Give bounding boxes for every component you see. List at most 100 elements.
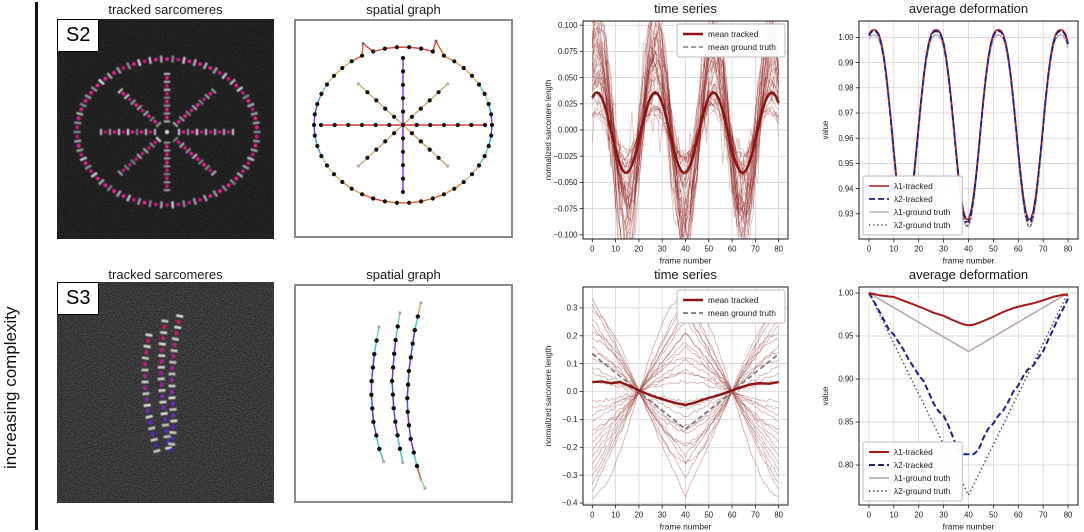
svg-text:−0.4: −0.4 <box>562 499 578 508</box>
svg-text:10: 10 <box>611 511 620 520</box>
svg-text:10: 10 <box>611 245 620 254</box>
s2-tracked-sarcomeres-title: tracked sarcomeres <box>108 2 223 17</box>
axis-ticks: 0 10 20 30 40 50 60 70 80 0.3 0.2 0.1 0.0 −0.1 −0.2 −0.… <box>562 304 784 520</box>
svg-text:10: 10 <box>889 511 898 520</box>
x-axis-label: frame number <box>943 522 995 532</box>
svg-text:0: 0 <box>590 511 595 520</box>
svg-text:30: 30 <box>658 511 667 520</box>
svg-text:50: 50 <box>989 511 998 520</box>
s3-tracked-sarcomeres-image <box>57 282 274 503</box>
series-λ1-ground truth <box>868 292 1069 353</box>
svg-text:20: 20 <box>914 245 923 254</box>
svg-text:50: 50 <box>704 245 713 254</box>
y-axis-label: normalized sarcomere length <box>544 80 553 181</box>
s2-tracked-sarcomeres-image <box>57 19 274 239</box>
plot-area <box>591 291 780 499</box>
x-axis-label: frame number <box>660 256 712 266</box>
s3-tracked-sarcomeres-title: tracked sarcomeres <box>108 267 223 282</box>
legend-label: λ1-tracked <box>894 181 933 191</box>
svg-text:80: 80 <box>1064 245 1073 254</box>
series-λ2-tracked <box>868 30 1069 223</box>
series-λ2-tracked <box>868 292 1069 456</box>
svg-text:50: 50 <box>704 511 713 520</box>
svg-text:30: 30 <box>939 245 948 254</box>
svg-text:0.0: 0.0 <box>567 387 579 396</box>
chain-edges <box>370 302 426 489</box>
svg-text:60: 60 <box>728 511 737 520</box>
graph-nodes <box>311 39 495 205</box>
svg-text:0.000: 0.000 <box>558 126 578 135</box>
sarcomere-chains <box>141 314 184 454</box>
svg-text:0.85: 0.85 <box>838 418 854 427</box>
increasing-complexity-label: increasing complexity <box>1 306 20 469</box>
s2-average-deformation-chart: 0 10 20 30 40 50 60 70 80 1.00 0.99 0.98 0.97 0.96 0.9… <box>821 20 1079 266</box>
svg-text:0.050: 0.050 <box>558 73 578 82</box>
svg-text:70: 70 <box>1039 245 1048 254</box>
s3-spatial-graph <box>294 284 513 503</box>
svg-text:0.95: 0.95 <box>838 159 854 168</box>
svg-text:−0.100: −0.100 <box>553 231 578 240</box>
gridlines <box>859 21 1078 239</box>
s3-average-deformation-chart: 0 10 20 30 40 50 60 70 80 1.00 0.95 0.90 0.85 0.80 fra… <box>821 286 1079 532</box>
svg-text:50: 50 <box>989 245 998 254</box>
legend-label: mean tracked <box>708 295 759 305</box>
svg-text:80: 80 <box>774 245 783 254</box>
svg-text:10: 10 <box>889 245 898 254</box>
svg-text:−0.050: −0.050 <box>553 178 578 187</box>
legend-label: mean ground truth <box>708 42 776 52</box>
svg-text:1.00: 1.00 <box>838 33 854 42</box>
series-mean tracked <box>592 380 779 407</box>
legend-label: λ2-tracked <box>894 460 933 470</box>
svg-text:0.95: 0.95 <box>838 332 854 341</box>
s2-spatial-graph <box>294 19 513 238</box>
svg-text:80: 80 <box>774 511 783 520</box>
svg-text:0.075: 0.075 <box>558 47 578 56</box>
svg-text:20: 20 <box>635 245 644 254</box>
svg-text:20: 20 <box>914 511 923 520</box>
svg-text:0.97: 0.97 <box>838 109 853 118</box>
svg-text:0: 0 <box>867 511 872 520</box>
svg-text:−0.1: −0.1 <box>562 415 577 424</box>
row-s3-badge: S3 <box>57 282 100 315</box>
s2-time-series-chart: 0 10 20 30 40 50 60 70 80 0.100 0.075 0.050 0.025 0.0… <box>544 20 789 266</box>
legend-label: λ2-ground truth <box>894 486 951 496</box>
svg-text:1.00: 1.00 <box>838 289 854 298</box>
y-axis-label: normalized sarcomere length <box>544 346 553 447</box>
x-axis-label: frame number <box>943 256 995 266</box>
sarcomere-pattern <box>73 55 261 209</box>
legend: mean tracked mean ground truth <box>676 23 786 58</box>
row-s2-badge: S2 <box>57 19 100 52</box>
svg-text:0.94: 0.94 <box>838 184 854 193</box>
svg-text:0.2: 0.2 <box>567 331 578 340</box>
svg-text:20: 20 <box>635 511 644 520</box>
svg-text:40: 40 <box>681 511 690 520</box>
svg-text:0.100: 0.100 <box>558 21 578 30</box>
plot-area <box>868 292 1069 496</box>
svg-text:0.90: 0.90 <box>838 375 854 384</box>
svg-text:30: 30 <box>939 511 948 520</box>
legend-label: λ2-tracked <box>894 194 933 204</box>
x-axis-label: frame number <box>660 522 712 532</box>
row-divider-line <box>35 2 38 530</box>
legend: mean tracked mean ground truth <box>676 289 786 324</box>
svg-text:0.99: 0.99 <box>838 58 853 67</box>
svg-text:−0.075: −0.075 <box>553 204 578 213</box>
axis-ticks: 0 10 20 30 40 50 60 70 80 0.100 0.075 0.050 0.025 0.0… <box>553 21 783 254</box>
s3-average-deformation-title: average deformation <box>908 267 1029 282</box>
series-λ1-tracked <box>868 292 1068 327</box>
series-mean tracked <box>591 91 780 174</box>
legend-label: mean tracked <box>708 29 759 39</box>
svg-text:−0.3: −0.3 <box>562 471 577 480</box>
legend-label: λ1-tracked <box>894 447 933 457</box>
svg-text:0.98: 0.98 <box>838 83 853 92</box>
legend-label: λ1-ground truth <box>894 473 951 483</box>
legend-label: λ2-ground truth <box>894 220 951 230</box>
svg-text:0.93: 0.93 <box>838 209 853 218</box>
svg-text:60: 60 <box>728 245 737 254</box>
legend-label: λ1-ground truth <box>894 207 951 217</box>
chain-nodes <box>369 301 427 490</box>
svg-text:70: 70 <box>751 245 760 254</box>
series-λ2-ground truth <box>868 292 1069 496</box>
svg-text:0.1: 0.1 <box>567 359 578 368</box>
